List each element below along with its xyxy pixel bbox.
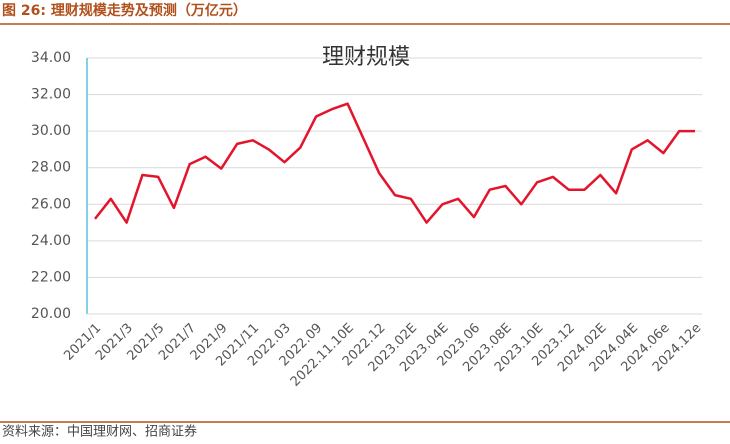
y-tick-label: 34.00 (31, 50, 71, 66)
y-tick-label: 30.00 (31, 123, 71, 139)
y-tick-label: 22.00 (31, 269, 71, 285)
y-tick-label: 20.00 (31, 306, 71, 322)
y-tick-label: 24.00 (31, 233, 71, 249)
source-note: 资料来源：中国理财网、招商证券 (2, 424, 197, 440)
y-tick-label: 28.00 (31, 160, 71, 176)
figure-title: 图 26: 理财规模走势及预测（万亿元） (2, 2, 247, 19)
y-tick-label: 26.00 (31, 196, 71, 212)
data-line (94, 102, 695, 224)
y-tick-label: 32.00 (31, 87, 71, 103)
